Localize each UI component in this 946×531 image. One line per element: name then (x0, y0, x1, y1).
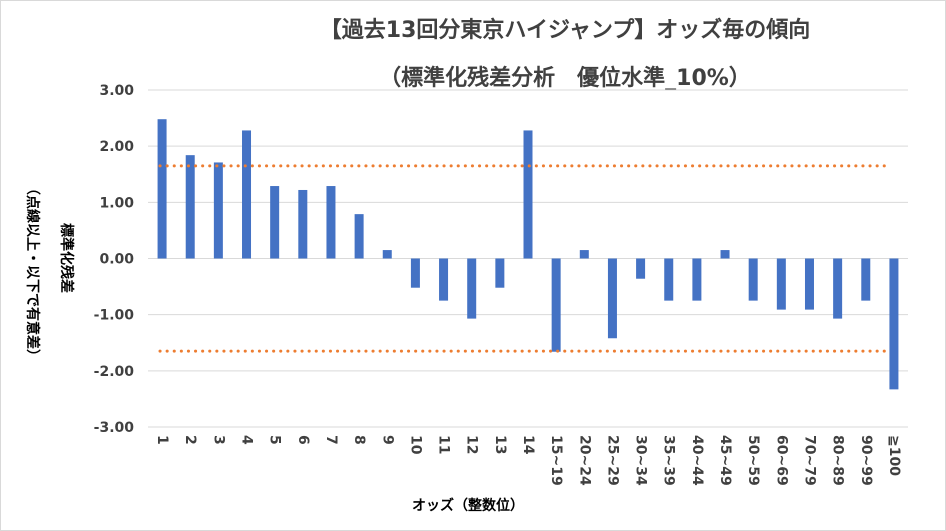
x-tick-label: 15~19 (548, 435, 564, 486)
bar (270, 186, 280, 259)
x-tick-label: 4 (239, 435, 255, 445)
x-tick-label: 40~44 (689, 435, 705, 486)
bar (607, 258, 617, 339)
bar (467, 258, 477, 319)
bar (804, 258, 814, 310)
threshold-lines (158, 164, 890, 353)
x-tick-label: 9 (379, 435, 395, 445)
bar (213, 162, 223, 259)
x-tick-label: 7 (323, 435, 339, 445)
x-axis-title: オッズ（整数位） (412, 497, 524, 514)
x-tick-label: 11 (436, 435, 452, 454)
x-tick-label: 25~29 (604, 435, 620, 486)
x-tick-label: 2 (182, 435, 198, 445)
y-tick-label: -2.00 (94, 364, 135, 380)
bar (410, 258, 420, 288)
y-axis-ticks: 3.00 2.00 1.00 0.00 -1.00 -2.00 -3.00 (94, 83, 135, 436)
x-tick-label: 5 (267, 435, 283, 445)
x-tick-label: ≧100 (886, 435, 902, 476)
x-tick-label: 60~69 (773, 435, 789, 486)
bar (382, 250, 392, 259)
x-tick-label: 6 (295, 435, 311, 445)
bar (523, 130, 533, 259)
x-tick-label: 10 (407, 435, 423, 455)
bar (720, 250, 730, 259)
bar (776, 258, 786, 310)
bar (298, 189, 308, 259)
bar (326, 186, 336, 259)
x-tick-label: 1 (154, 435, 170, 445)
y-axis-title: 標準化残差 (58, 223, 75, 293)
bar (439, 258, 449, 301)
chart-title: 【過去13回分東京ハイジャンプ】オッズ毎の傾向 (320, 17, 810, 43)
bar (579, 250, 589, 259)
y-tick-label: 2.00 (99, 139, 134, 155)
x-tick-label: 35~39 (661, 435, 677, 486)
bar (748, 258, 758, 301)
y-tick-label: -1.00 (94, 308, 135, 324)
x-axis-ticks: 1 2 3 4 5 6 7 8 9 10 11 12 13 14 15~19 20~24 25~29 30~34 3… (154, 435, 902, 486)
bar (242, 130, 252, 259)
y-tick-label: 0.00 (99, 252, 134, 268)
x-tick-label: 70~79 (801, 435, 817, 486)
bar (495, 258, 505, 288)
y-axis-title-group: 標準化残差 （点線以上・以下で有意差） (24, 181, 75, 363)
bar (551, 258, 561, 352)
x-tick-label: 8 (351, 435, 367, 445)
bar (636, 258, 646, 279)
y-tick-label: 3.00 (99, 83, 134, 99)
bar (157, 119, 167, 259)
x-tick-label: 12 (464, 435, 480, 454)
x-tick-label: 50~59 (745, 435, 761, 486)
chart-subtitle: （標準化残差分析 優位水準_10%） (379, 65, 751, 91)
y-tick-label: 1.00 (99, 195, 134, 211)
x-tick-label: 45~49 (717, 435, 733, 486)
x-tick-label: 80~89 (830, 435, 846, 486)
bar (692, 258, 702, 301)
x-tick-label: 14 (520, 435, 536, 455)
bars (157, 119, 899, 390)
x-tick-label: 13 (492, 435, 508, 454)
x-tick-label: 90~99 (858, 435, 874, 486)
bar (833, 258, 843, 319)
x-tick-label: 3 (210, 435, 226, 445)
bar (861, 258, 871, 301)
bar (354, 214, 364, 259)
x-tick-label: 20~24 (576, 435, 592, 486)
x-tick-label: 30~34 (633, 435, 649, 486)
y-tick-label: -3.00 (94, 420, 135, 436)
bar (889, 258, 899, 390)
bar (664, 258, 674, 301)
bar (185, 155, 195, 259)
y-axis-note: （点線以上・以下で有意差） (24, 181, 41, 363)
